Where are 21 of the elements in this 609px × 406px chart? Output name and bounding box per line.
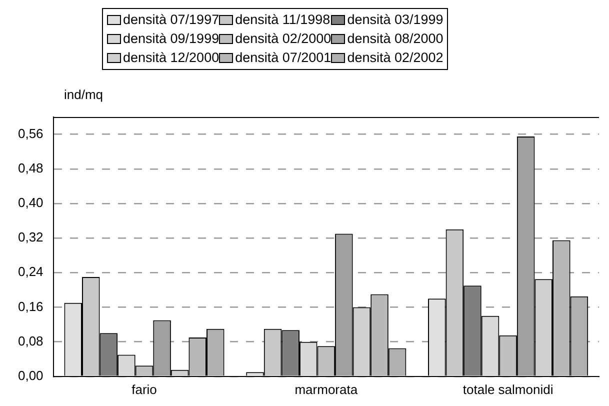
legend-label: densità 02/2002: [347, 49, 444, 67]
y-tick-label: 0,40: [18, 195, 44, 210]
y-tick-label: 0,08: [18, 333, 44, 348]
y-tick-label: 0,24: [18, 264, 44, 280]
legend-label: densità 09/1999: [123, 30, 220, 48]
x-tick-label: marmorata: [294, 382, 358, 397]
legend-label: densità 07/2001: [235, 49, 332, 67]
y-axis-title: ind/mq: [64, 87, 104, 102]
y-tick-label: 0,56: [18, 126, 44, 141]
legend-label: densità 02/2000: [235, 30, 332, 48]
y-tick-label: 0,48: [18, 160, 44, 176]
legend-label: densità 07/1997: [123, 11, 220, 29]
legend-label: densità 08/2000: [347, 30, 444, 48]
x-tick-label: totale salmonidi: [462, 382, 554, 397]
x-tick-label: fario: [132, 382, 157, 397]
legend-label: densità 03/1999: [347, 11, 444, 29]
y-tick-label: 0,00: [18, 368, 44, 383]
legend-label: densità 11/1998: [235, 11, 330, 29]
legend-label: densità 12/2000: [123, 49, 220, 67]
y-tick-label: 0,16: [18, 298, 44, 314]
y-tick-label: 0,32: [18, 230, 44, 245]
